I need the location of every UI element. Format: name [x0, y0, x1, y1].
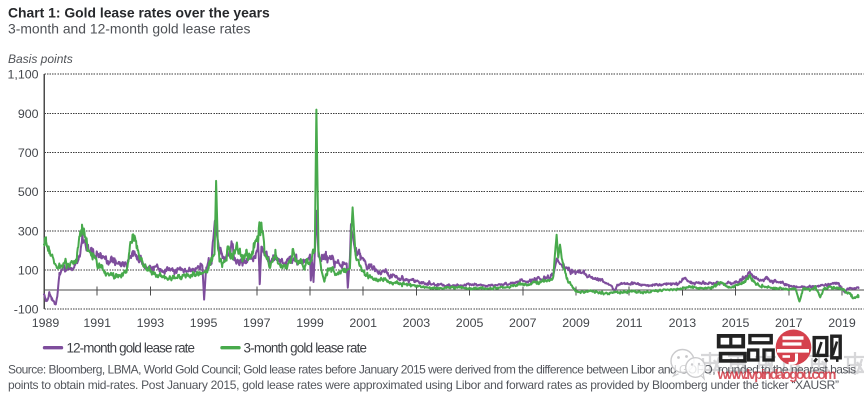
svg-text:Source: Bloomberg, LBMA, World: Source: Bloomberg, LBMA, World Gold Coun… [8, 362, 856, 376]
svg-text:Basis points: Basis points [8, 52, 73, 66]
svg-text:1991: 1991 [83, 316, 111, 330]
svg-text:1993: 1993 [137, 316, 165, 330]
svg-text:3-month gold lease rate: 3-month gold lease rate [244, 340, 368, 355]
svg-text:-100: -100 [14, 303, 39, 317]
svg-text:1,100: 1,100 [7, 68, 38, 82]
svg-text:900: 900 [18, 107, 39, 121]
svg-text:1997: 1997 [243, 316, 271, 330]
svg-text:2015: 2015 [722, 316, 750, 330]
svg-text:2011: 2011 [616, 316, 643, 330]
svg-text:2007: 2007 [509, 316, 537, 330]
svg-text:2019: 2019 [828, 316, 856, 330]
svg-text:500: 500 [18, 185, 39, 199]
svg-text:1989: 1989 [32, 316, 60, 330]
svg-text:1999: 1999 [296, 316, 324, 330]
svg-text:points to obtain mid-rates. Po: points to obtain mid-rates. Post January… [8, 378, 839, 392]
svg-text:100: 100 [18, 263, 39, 277]
svg-text:2013: 2013 [669, 316, 697, 330]
svg-text:3-month and 12-month gold leas: 3-month and 12-month gold lease rates [8, 21, 251, 37]
svg-text:300: 300 [18, 224, 39, 238]
svg-text:Chart 1: Gold lease rates over: Chart 1: Gold lease rates over the years [8, 5, 270, 21]
svg-text:2009: 2009 [562, 316, 590, 330]
svg-text:2005: 2005 [456, 316, 484, 330]
svg-text:12-month gold lease rate: 12-month gold lease rate [67, 340, 196, 355]
svg-text:1995: 1995 [190, 316, 218, 330]
svg-text:2017: 2017 [775, 316, 803, 330]
svg-text:2003: 2003 [403, 316, 431, 330]
svg-text:www.lvpindaogou.com: www.lvpindaogou.com [717, 366, 837, 382]
svg-text:700: 700 [18, 146, 39, 160]
svg-text:2001: 2001 [349, 316, 377, 330]
